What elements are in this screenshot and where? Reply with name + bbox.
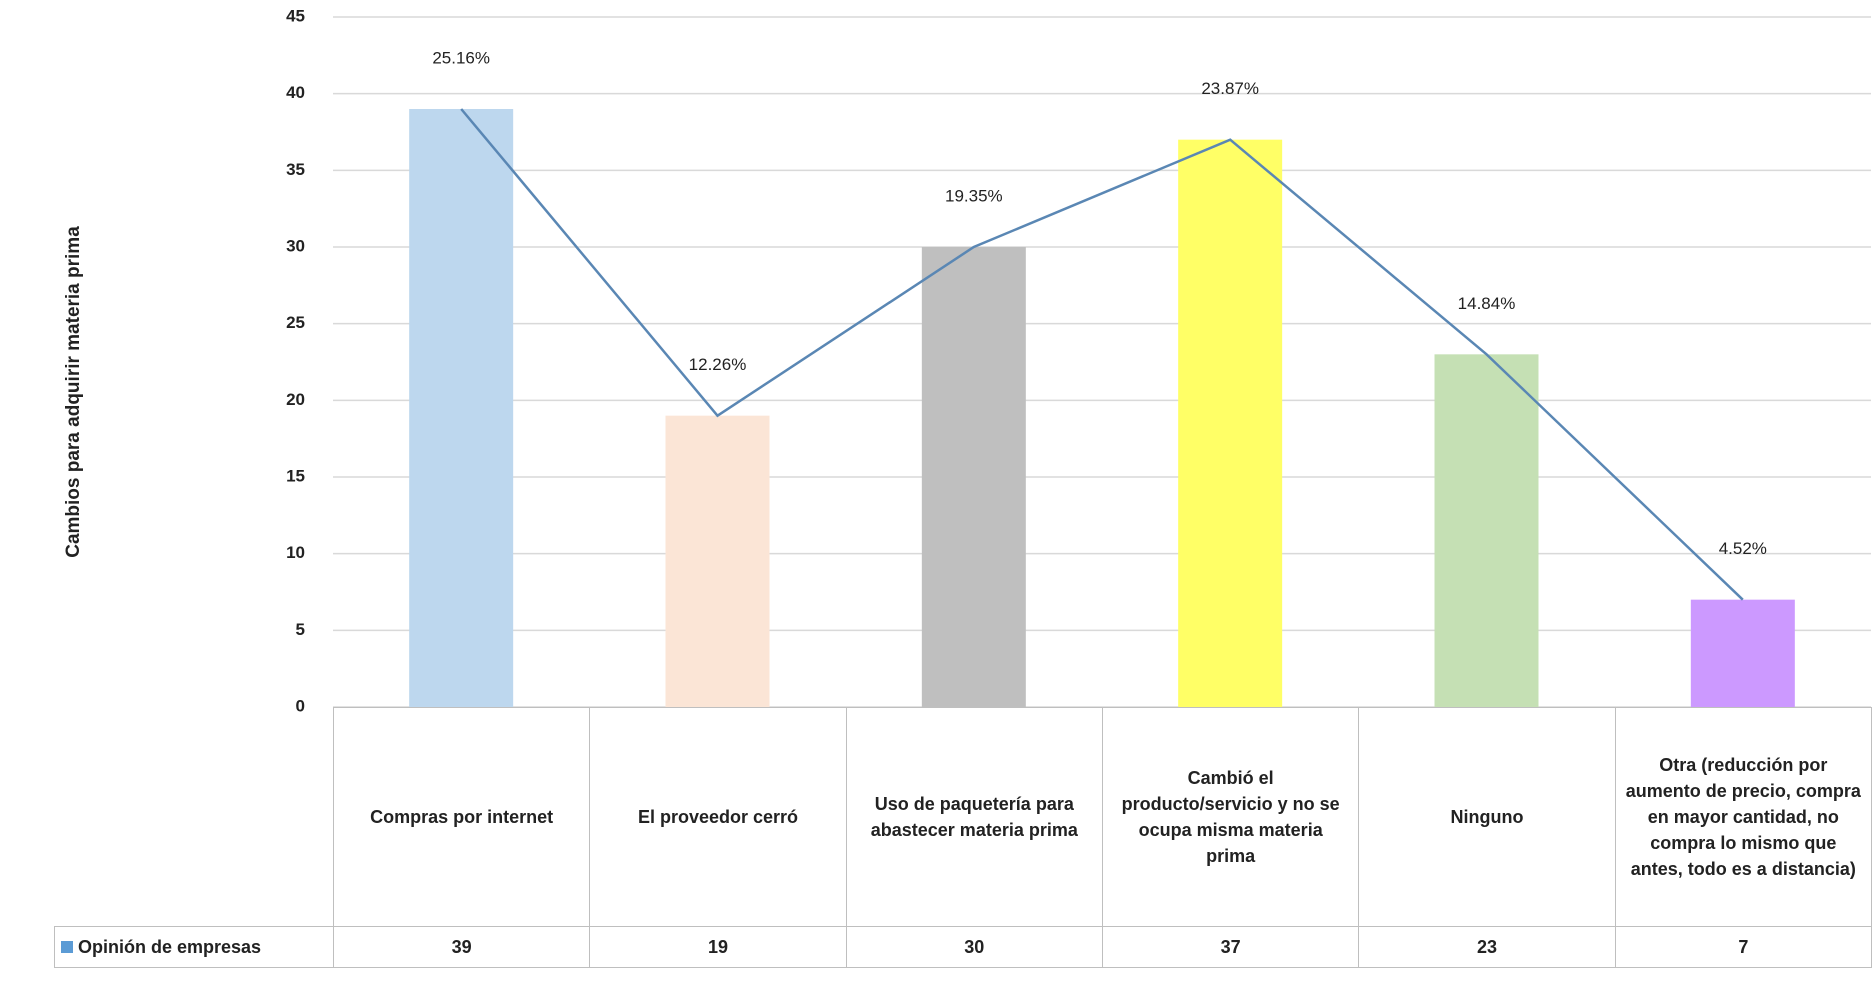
category-cell: Cambió el producto/servicio y no se ocup… xyxy=(1102,707,1360,927)
value-cell: 19 xyxy=(589,926,847,968)
percent-label: 4.52% xyxy=(1719,539,1767,558)
category-cell: Uso de paquetería para abastecer materia… xyxy=(845,707,1103,927)
legend-swatch xyxy=(61,941,73,953)
percent-label: 12.26% xyxy=(689,355,747,374)
category-cell: Ninguno xyxy=(1358,707,1616,927)
percent-label: 14.84% xyxy=(1458,294,1516,313)
category-cell: Otra (reducción por aumento de precio, c… xyxy=(1614,707,1872,927)
category-cell: El proveedor cerró xyxy=(589,707,847,927)
y-tick-label: 10 xyxy=(286,543,305,562)
legend-label: Opinión de empresas xyxy=(78,936,262,957)
legend-cell: Opinión de empresas xyxy=(54,926,334,968)
bar xyxy=(921,247,1026,707)
percent-label: 19.35% xyxy=(945,186,1003,205)
y-axis-label: Cambios para adquirir materia prima xyxy=(63,226,84,558)
y-tick-label: 5 xyxy=(296,620,305,639)
y-tick-label: 40 xyxy=(286,83,305,102)
value-cell: 30 xyxy=(845,926,1103,968)
bar xyxy=(409,109,514,707)
percent-label: 25.16% xyxy=(432,48,490,67)
value-cell: 23 xyxy=(1358,926,1616,968)
y-tick-label: 45 xyxy=(286,6,305,25)
y-tick-label: 0 xyxy=(296,696,305,715)
y-tick-label: 15 xyxy=(286,466,305,485)
bar xyxy=(1178,139,1283,707)
value-cell: 7 xyxy=(1614,926,1872,968)
line xyxy=(460,108,1744,601)
bar xyxy=(1690,599,1795,707)
value-cell: 37 xyxy=(1102,926,1360,968)
value-cell: 39 xyxy=(333,926,591,968)
y-tick-label: 20 xyxy=(286,390,305,409)
y-tick-label: 35 xyxy=(286,160,305,179)
percent-label: 23.87% xyxy=(1201,79,1259,98)
y-tick-label: 25 xyxy=(286,313,305,332)
y-tick-label: 30 xyxy=(286,236,305,255)
category-cell: Compras por internet xyxy=(333,707,591,927)
bar xyxy=(665,415,770,707)
bar xyxy=(1434,354,1539,707)
